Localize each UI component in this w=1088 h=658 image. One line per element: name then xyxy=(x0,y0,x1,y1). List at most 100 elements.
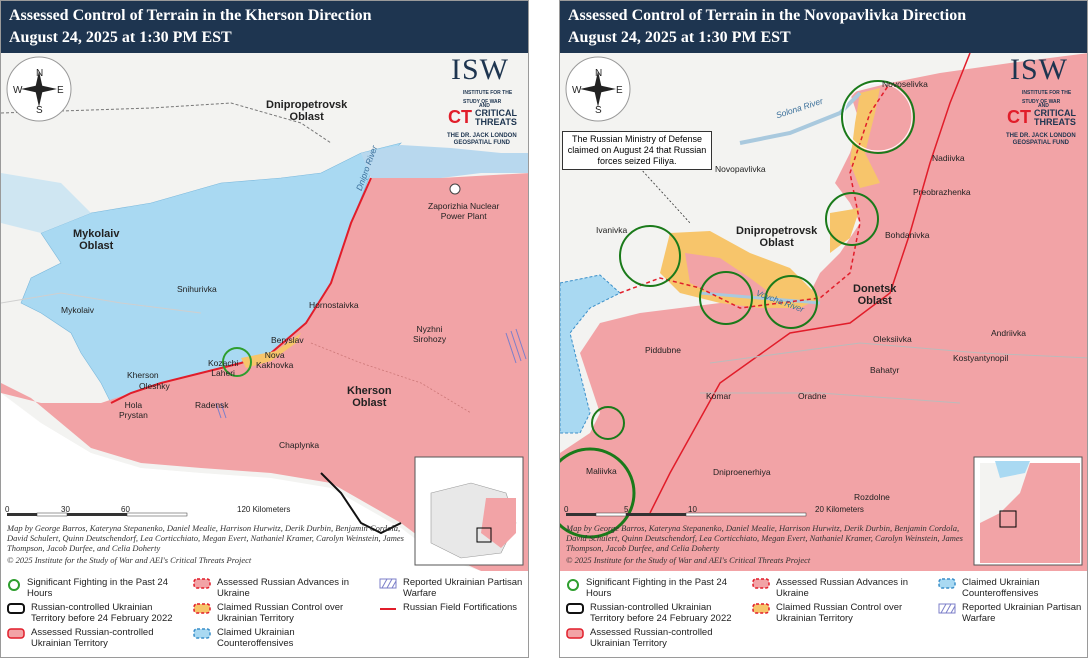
legend-claimed-ru: Claimed Russian Control over Ukrainian T… xyxy=(193,602,363,624)
russian-controlled-area xyxy=(560,53,1087,571)
legend-claimed-ru: Claimed Russian Control over Ukrainian T… xyxy=(752,602,922,624)
label-dniproenerhiya: Dniproenerhiya xyxy=(713,467,771,477)
legend-pre2022-label: Russian-controlled Ukrainian Territory b… xyxy=(590,602,732,624)
isw-subtitle: INSTITUTE FOR THE STUDY OF WAR xyxy=(1022,90,1072,105)
fighting-circle-maliivka xyxy=(560,447,636,539)
pre2022-swatch-icon xyxy=(7,603,25,614)
label-bohdanivka: Bohdanivka xyxy=(885,230,930,240)
label-oleksiivka: Oleksiivka xyxy=(873,334,912,344)
label-nadiivka: Nadiivka xyxy=(932,153,965,163)
legend-fighting: Significant Fighting in the Past 24 Hour… xyxy=(566,577,736,599)
scale-tick-0: 0 xyxy=(564,505,569,514)
kherson-map-panel: Assessed Control of Terrain in the Khers… xyxy=(0,0,529,658)
legend-fortifications: Russian Field Fortifications xyxy=(379,602,527,615)
fighting-circle xyxy=(222,347,252,377)
legend: Significant Fighting in the Past 24 Hour… xyxy=(1,571,528,657)
novopavlivka-map: N S E W ISW INSTITUTE FOR THE STUDY OF W… xyxy=(560,53,1087,571)
annotation-note: The Russian Ministry of Defense claimed … xyxy=(562,131,712,170)
claimed-ru-swatch-icon xyxy=(193,603,211,614)
claimed-ua-swatch-icon xyxy=(938,578,956,589)
compass-e: E xyxy=(616,85,623,96)
label-nova-kakhovka: Nova Kakhovka xyxy=(256,350,294,370)
label-kherson: Kherson xyxy=(127,370,159,380)
label-preobrazhenka: Preobrazhenka xyxy=(913,187,971,197)
scale-tick-2: 60 xyxy=(121,505,130,514)
assessed-ru-swatch-icon xyxy=(566,628,584,639)
ukrainian-counteroffensive-area xyxy=(560,274,621,434)
legend-fighting: Significant Fighting in the Past 24 Hour… xyxy=(7,577,177,599)
novopavlivka-map-panel: Assessed Control of Terrain in the Novop… xyxy=(559,0,1088,658)
isw-logo: ISW xyxy=(451,53,509,86)
fighting-circle-novoselivka xyxy=(841,80,915,154)
legend-fighting-label: Significant Fighting in the Past 24 Hour… xyxy=(27,577,169,599)
oblast-dnipropetrovsk: Dnipropetrovsk Oblast xyxy=(736,225,818,249)
scale-bar xyxy=(7,512,188,517)
legend-claimed-ru-label: Claimed Russian Control over Ukrainian T… xyxy=(776,602,903,624)
label-nyzhni-sirohozy: Nyzhni Sirohozy xyxy=(413,324,447,344)
compass-n: N xyxy=(595,68,603,79)
label-komar: Komar xyxy=(706,391,732,401)
compass-n: N xyxy=(36,68,44,79)
map-title: Assessed Control of Terrain in the Novop… xyxy=(568,7,967,24)
claimed-ru-swatch-icon xyxy=(752,603,770,614)
and-text: AND xyxy=(1038,103,1049,109)
label-hornostaivka: Hornostaivka xyxy=(309,300,359,310)
legend-assessed-ru-label: Assessed Russian-controlled Ukrainian Te… xyxy=(31,627,154,649)
partisan-swatch-icon xyxy=(379,578,397,589)
label-snihurivka: Snihurivka xyxy=(177,284,217,294)
kherson-map: N S E W ISW INSTITUTE FOR THE STUDY OF W… xyxy=(1,53,528,571)
label-beryslav: Beryslav xyxy=(271,335,304,345)
advances-swatch-icon xyxy=(193,578,211,589)
compass-e: E xyxy=(57,85,64,96)
legend-pre2022: Russian-controlled Ukrainian Territory b… xyxy=(566,602,736,624)
fighting-swatch-icon xyxy=(8,579,20,591)
ct-logo: CT xyxy=(448,107,472,127)
ct-text: CRITICAL THREATS xyxy=(475,108,517,127)
legend-fortifications-label: Russian Field Fortifications xyxy=(403,602,518,613)
compass-s: S xyxy=(36,105,43,116)
fighting-circle-vovcha-2 xyxy=(764,275,818,329)
label-bahatyr: Bahatyr xyxy=(870,365,900,375)
scale-tick-3: 20 Kilometers xyxy=(815,505,864,514)
fighting-circle-ivanivka xyxy=(619,225,681,287)
map-title: Assessed Control of Terrain in the Khers… xyxy=(9,7,372,24)
nuclear-plant-icon xyxy=(449,183,461,195)
legend-partisan-label: Reported Ukrainian Partisan Warfare xyxy=(403,577,523,599)
compass-w: W xyxy=(572,85,582,96)
scale-tick-2: 10 xyxy=(688,505,697,514)
label-kozachi-laheri: Kozachi Laheri xyxy=(208,358,239,378)
legend-pre2022: Russian-controlled Ukrainian Territory b… xyxy=(7,602,177,624)
isw-logo: ISW xyxy=(1010,53,1068,86)
label-rozdolne: Rozdolne xyxy=(854,492,890,502)
legend-fighting-label: Significant Fighting in the Past 24 Hour… xyxy=(586,577,728,599)
label-kostyantynopil: Kostyantynopil xyxy=(953,353,1009,363)
legend-pre2022-label: Russian-controlled Ukrainian Territory b… xyxy=(31,602,173,624)
credit-text: Map by George Barros, Kateryna Stepanenk… xyxy=(566,523,963,553)
assessed-ru-swatch-icon xyxy=(7,628,25,639)
and-text: AND xyxy=(479,103,490,109)
label-chaplynka: Chaplynka xyxy=(279,440,320,450)
legend-claimed-ua-label: Claimed Ukrainian Counteroffensives xyxy=(962,577,1040,599)
legend-advances: Assessed Russian Advances in Ukraine xyxy=(752,577,922,599)
label-mykolaiv: Mykolaiv xyxy=(61,305,95,315)
legend-claimed-ua: Claimed Ukrainian Counteroffensives xyxy=(938,577,1086,599)
scale-tick-1: 5 xyxy=(624,505,629,514)
legend-partisan: Reported Ukrainian Partisan Warfare xyxy=(938,602,1086,624)
pre2022-swatch-icon xyxy=(566,603,584,614)
fortification-line xyxy=(649,53,971,514)
oblast-kherson: Kherson Oblast xyxy=(347,385,392,409)
oblast-donetsk: Donetsk Oblast xyxy=(853,283,897,307)
fighting-circle-vovcha-1 xyxy=(699,271,753,325)
fund-text: THE DR. JACK LONDON GEOSPATIAL FUND xyxy=(447,133,517,146)
kherson-map-canvas xyxy=(1,53,528,571)
label-piddubne: Piddubne xyxy=(645,345,681,355)
russian-controlled-area xyxy=(1,173,528,571)
map-date: August 24, 2025 at 1:30 PM EST xyxy=(568,29,791,46)
label-znpp: Zaporizhia Nuclear Power Plant xyxy=(428,201,500,221)
legend-claimed-ua: Claimed Ukrainian Counteroffensives xyxy=(193,627,363,649)
legend-advances-label: Assessed Russian Advances in Ukraine xyxy=(217,577,350,599)
copyright-text: © 2025 Institute for the Study of War an… xyxy=(566,555,811,565)
legend: Significant Fighting in the Past 24 Hour… xyxy=(560,571,1087,657)
legend-partisan: Reported Ukrainian Partisan Warfare xyxy=(379,577,527,599)
scale-tick-1: 30 xyxy=(61,505,70,514)
